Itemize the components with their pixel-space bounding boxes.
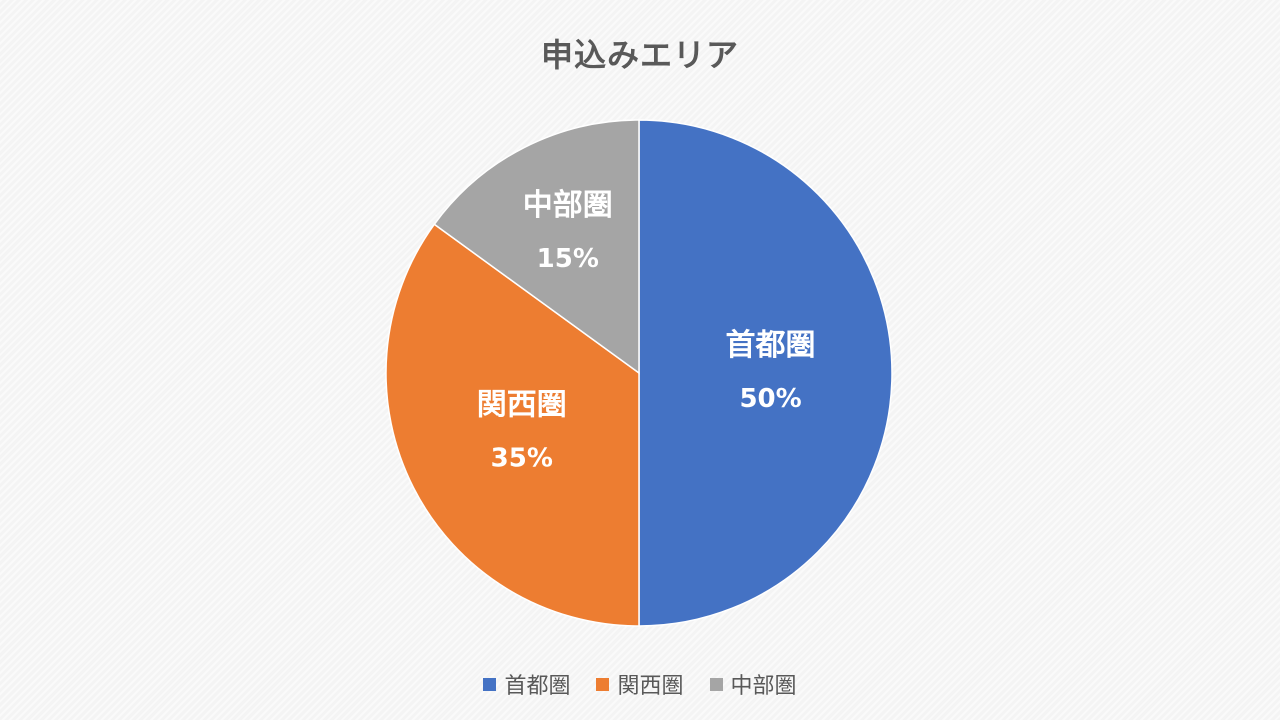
pie-slices <box>385 119 893 627</box>
legend-label-2: 関西圏 <box>617 674 684 699</box>
data-label-category-2: 関西圏 <box>477 388 567 423</box>
legend-item-1: 首都圏 <box>483 668 570 700</box>
pie-slice-3 <box>433 119 640 375</box>
legend-label-3: 中部圏 <box>730 674 797 699</box>
legend-label-1: 首都圏 <box>504 674 571 699</box>
chart-title: 申込みエリア <box>540 36 739 74</box>
legend-swatch-2 <box>596 677 610 691</box>
legend-item-2: 関西圏 <box>596 668 684 700</box>
data-label-value-1: 50% <box>739 384 801 414</box>
pie-data-labels: 首都圏 50% 関西圏 35% 中部圏 15% <box>477 188 816 473</box>
legend-item-3: 中部圏 <box>709 668 797 700</box>
chart-legend: 首都圏 関西圏 中部圏 <box>0 668 1280 700</box>
data-label-category-1: 首都圏 <box>726 328 816 363</box>
data-label-value-3: 15% <box>537 244 599 274</box>
pie-slice-1 <box>638 119 893 627</box>
data-label-category-3: 中部圏 <box>523 188 613 223</box>
data-label-value-2: 35% <box>491 444 553 474</box>
pie-slice-2 <box>385 223 640 627</box>
legend-swatch-1 <box>483 677 497 691</box>
legend-swatch-3 <box>709 677 723 691</box>
